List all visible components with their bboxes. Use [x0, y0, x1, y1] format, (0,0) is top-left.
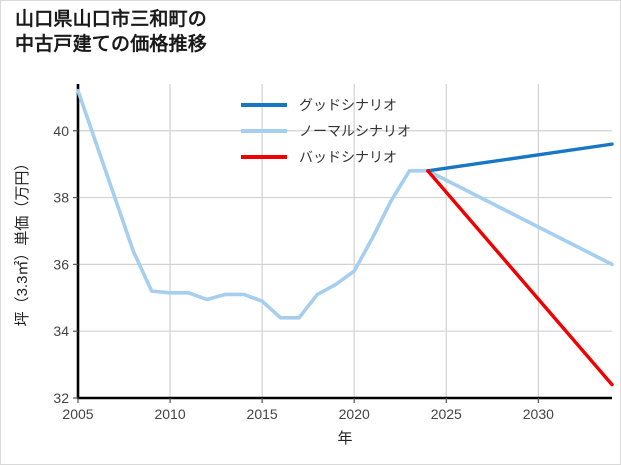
y-tick-label: 32 [53, 390, 69, 406]
data-series-lines [76, 88, 614, 387]
vertical-gridlines [169, 84, 539, 398]
chart-title: 山口県山口市三和町の 中古戸建ての価格推移 [15, 9, 208, 56]
x-tick-label: 2015 [247, 406, 278, 422]
horizontal-gridlines [78, 130, 612, 399]
legend-label: バッドシナリオ [299, 149, 397, 165]
y-tick-label: 40 [53, 123, 69, 139]
y-axis-tick-labels: 32 34 36 38 40 [53, 123, 69, 406]
y-tick-label: 36 [53, 256, 69, 272]
x-tick-label: 2030 [523, 406, 554, 422]
axis-ticks [73, 130, 539, 403]
x-tick-label: 2005 [62, 406, 93, 422]
x-axis-tick-labels: 2005 2010 2015 2020 2025 2030 [62, 406, 554, 422]
x-tick-label: 2025 [431, 406, 462, 422]
x-axis-label: 年 [337, 430, 352, 447]
y-tick-label: 38 [53, 190, 69, 206]
series-line-good [426, 142, 614, 173]
x-tick-label: 2010 [154, 406, 185, 422]
y-axis-label: 坪（3.3㎡）単価（万円） [14, 156, 31, 327]
y-tick-label: 34 [53, 323, 69, 339]
series-line-bad [426, 169, 614, 387]
x-tick-label: 2020 [339, 406, 370, 422]
axis-lines [76, 84, 612, 400]
legend-label: グッドシナリオ [299, 97, 397, 113]
series-line-normal [76, 88, 614, 320]
legend-label: ノーマルシナリオ [299, 123, 411, 139]
